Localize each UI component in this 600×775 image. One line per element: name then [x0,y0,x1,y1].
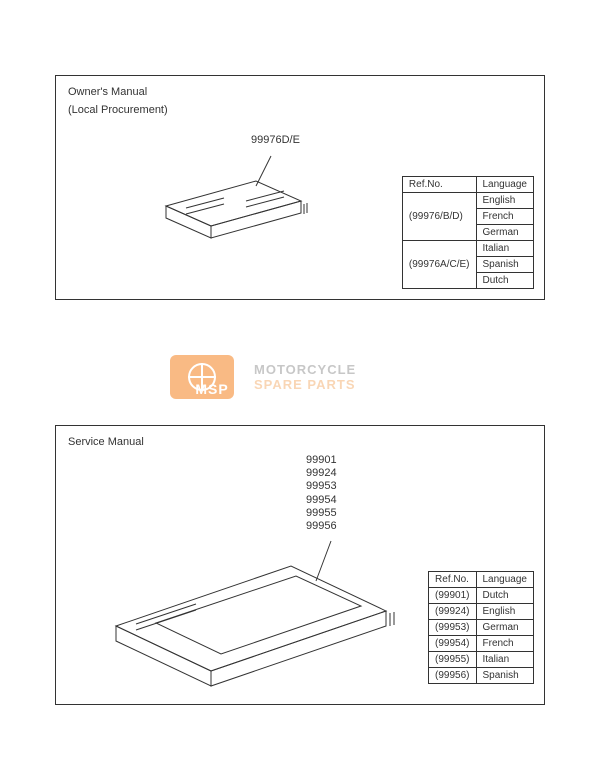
table-row: (99924)English [429,604,534,620]
cell-refno: (99976A/C/E) [402,241,476,289]
cell-lang: English [476,193,534,209]
wm-text: MOTORCYCLE SPARE PARTS [254,362,356,392]
callout-line: 99954 [306,494,337,507]
table-header-row: Ref.No. Language [402,177,533,193]
table-header-row: Ref.No. Language [429,572,534,588]
th-lang: Language [476,572,534,588]
cell-lang: Spanish [476,668,534,684]
wm-line2: SPARE PARTS [254,377,356,392]
cell-lang: German [476,620,534,636]
diagram-canvas: Owner's Manual (Local Procurement) [0,0,600,775]
cell-refno: (99953) [429,620,476,636]
cell-lang: Italian [476,652,534,668]
cell-refno: (99901) [429,588,476,604]
table-row: (99976/B/D) English [402,193,533,209]
cell-lang: Dutch [476,273,534,289]
cell-lang: French [476,636,534,652]
th-refno: Ref.No. [429,572,476,588]
owners-manual-panel: Owner's Manual (Local Procurement) [55,75,545,300]
wm-msp: MSP [195,381,228,397]
watermark: MSP MOTORCYCLE SPARE PARTS [170,355,356,399]
table-row: (99955)Italian [429,652,534,668]
cell-refno: (99955) [429,652,476,668]
table-row: (99976A/C/E) Italian [402,241,533,257]
cell-lang: English [476,604,534,620]
service-callouts: 99901 99924 99953 99954 99955 99956 [306,454,337,533]
cell-refno: (99956) [429,668,476,684]
service-table: Ref.No. Language (99901)Dutch (99924)Eng… [428,571,534,684]
cell-lang: French [476,209,534,225]
table-row: (99901)Dutch [429,588,534,604]
cell-refno: (99954) [429,636,476,652]
callout-line: 99924 [306,467,337,480]
th-refno: Ref.No. [402,177,476,193]
callout-line: 99901 [306,454,337,467]
table-row: (99953)German [429,620,534,636]
callout-line: 99955 [306,507,337,520]
owners-table: Ref.No. Language (99976/B/D) English Fre… [402,176,534,289]
th-lang: Language [476,177,534,193]
service-manual-panel: Service Manual 99901 99924 99953 [55,425,545,705]
callout-line: 99953 [306,480,337,493]
cell-lang: Dutch [476,588,534,604]
wm-line1: MOTORCYCLE [254,362,356,377]
cell-refno: (99924) [429,604,476,620]
cell-lang: German [476,225,534,241]
cell-lang: Italian [476,241,534,257]
callout-line: 99956 [306,520,337,533]
cell-refno: (99976/B/D) [402,193,476,241]
cell-lang: Spanish [476,257,534,273]
table-row: (99956)Spanish [429,668,534,684]
owners-callout: 99976D/E [251,134,300,147]
table-row: (99954)French [429,636,534,652]
